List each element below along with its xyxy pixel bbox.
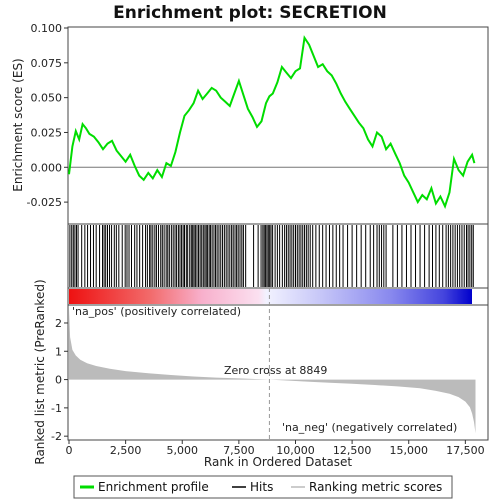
hits-marks xyxy=(69,225,474,287)
metric-axis-label: Ranked list metric (PreRanked) xyxy=(33,279,47,464)
metric-tick-label: 0 xyxy=(55,374,62,387)
pos-correlated-label: 'na_pos' (positively correlated) xyxy=(72,305,241,318)
x-tick-label: 0 xyxy=(66,444,73,457)
legend-metric-label: Ranking metric scores xyxy=(309,480,442,494)
es-tick-label: 0.000 xyxy=(31,161,63,174)
neg-correlated-label: 'na_neg' (negatively correlated) xyxy=(282,421,457,434)
es-tick-label: 0.025 xyxy=(31,126,63,139)
x-tick-label: 5,000 xyxy=(166,444,198,457)
legend-box xyxy=(73,475,453,499)
metric-tick-label: 2 xyxy=(55,317,62,330)
x-tick-label: 15,000 xyxy=(389,444,428,457)
es-profile-line xyxy=(68,35,476,210)
x-axis-label: Rank in Ordered Dataset xyxy=(204,455,352,469)
es-tick-label: 0.075 xyxy=(31,57,63,70)
metric-tick-label: -2 xyxy=(51,430,62,443)
metric-panel-frame xyxy=(67,304,489,441)
chart-title: Enrichment plot: SECRETION xyxy=(113,3,387,23)
es-axis: -0.025 0.000 0.025 0.050 0.075 0.100 xyxy=(27,22,68,209)
metric-axis: -2 -1 0 1 2 xyxy=(51,317,68,443)
x-tick-label: 7,500 xyxy=(223,444,255,457)
es-tick-label: 0.050 xyxy=(31,92,63,105)
es-axis-label: Enrichment score (ES) xyxy=(11,58,25,191)
es-tick-label: 0.100 xyxy=(31,22,63,35)
metric-tick-label: 1 xyxy=(55,345,62,358)
legend-hits-label: Hits xyxy=(250,480,273,494)
metric-tick-label: -1 xyxy=(51,402,62,415)
x-tick-label: 2,500 xyxy=(110,444,142,457)
legend-es-label: Enrichment profile xyxy=(98,480,209,494)
rank-color-bar xyxy=(69,289,472,304)
x-axis: 0 2,500 5,000 7,500 10,000 12,500 15,000 17,500 xyxy=(66,440,485,457)
x-tick-label: 17,500 xyxy=(446,444,485,457)
zero-cross-label: Zero cross at 8849 xyxy=(224,364,327,377)
es-tick-label: -0.025 xyxy=(27,196,62,209)
x-tick-label: 12,500 xyxy=(333,444,372,457)
es-panel-frame xyxy=(67,26,489,225)
x-tick-label: 10,000 xyxy=(276,444,315,457)
